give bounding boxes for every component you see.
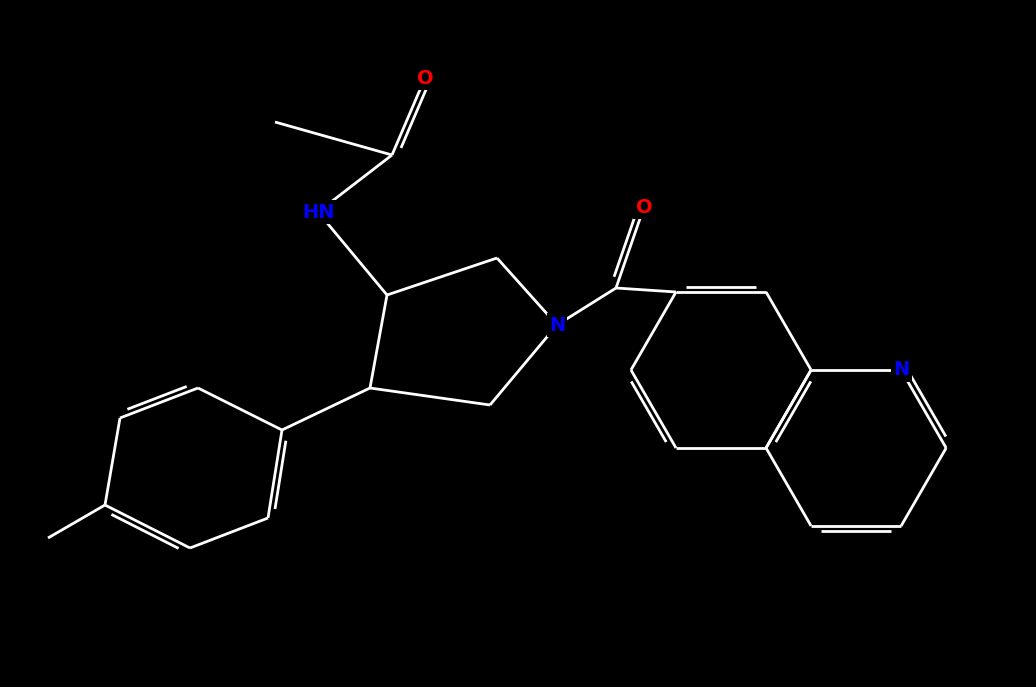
Text: HN: HN	[301, 203, 335, 221]
Text: O: O	[416, 69, 433, 87]
Text: N: N	[893, 361, 910, 379]
Text: N: N	[549, 315, 565, 335]
Text: O: O	[636, 197, 653, 216]
